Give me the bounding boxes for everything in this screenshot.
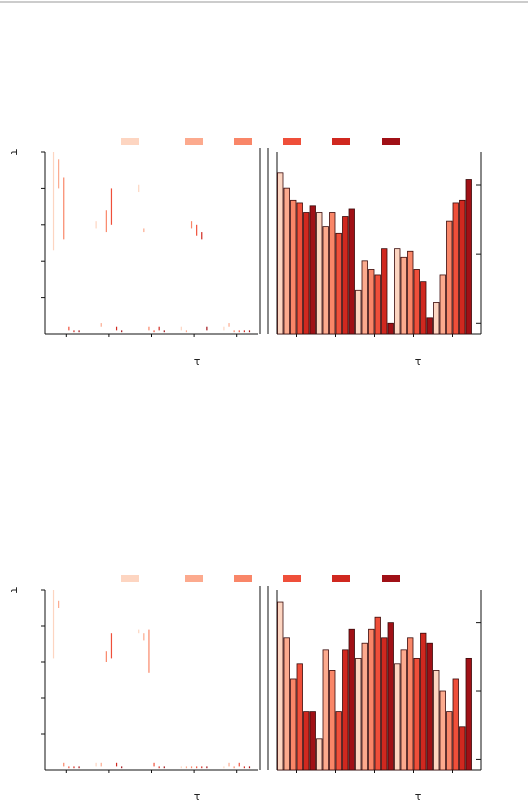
- bar: [283, 637, 290, 771]
- legend-swatch: [382, 138, 400, 145]
- legend-swatch: [121, 575, 139, 582]
- bar: [420, 632, 427, 771]
- bar: [439, 274, 446, 335]
- x-axis-label: τ: [415, 355, 422, 368]
- bar: [348, 208, 355, 335]
- bar: [355, 657, 362, 771]
- bar: [465, 657, 472, 771]
- bar: [407, 250, 414, 335]
- legend-swatch: [283, 575, 301, 582]
- bar: [387, 322, 394, 335]
- bar: [407, 637, 414, 771]
- bar: [361, 260, 368, 335]
- bar: [400, 649, 407, 771]
- bar: [368, 269, 375, 335]
- legend-swatch: [234, 138, 252, 145]
- bar: [290, 678, 297, 771]
- y-axis-label: τ: [8, 587, 21, 594]
- bar: [368, 628, 375, 771]
- bar: [413, 269, 420, 335]
- bar: [283, 187, 290, 335]
- bar: [394, 663, 401, 771]
- bar: [459, 199, 466, 335]
- bar: [296, 202, 303, 335]
- bar: [329, 212, 336, 335]
- bar: [381, 248, 388, 335]
- bar: [394, 248, 401, 335]
- bar: [342, 216, 349, 335]
- bar: [296, 663, 303, 771]
- bar: [426, 642, 433, 771]
- bar: [335, 232, 342, 335]
- bar: [459, 726, 466, 771]
- bar: [322, 226, 329, 335]
- bar: [322, 649, 329, 771]
- bar: [329, 670, 336, 771]
- bar: [316, 212, 323, 335]
- bar: [303, 212, 310, 335]
- bar: [465, 179, 472, 335]
- legend-swatch: [283, 138, 301, 145]
- legend-swatch: [185, 575, 203, 582]
- bar: [348, 628, 355, 771]
- legend-swatch: [121, 138, 139, 145]
- bar: [400, 256, 407, 335]
- bar: [433, 670, 440, 771]
- bar: [374, 616, 381, 771]
- bar: [309, 205, 316, 335]
- bar: [316, 738, 323, 771]
- legend-swatch: [382, 575, 400, 582]
- bar: [426, 317, 433, 335]
- bar: [433, 302, 440, 335]
- x-axis-label: τ: [194, 355, 201, 368]
- bar: [439, 690, 446, 771]
- bar: [452, 202, 459, 335]
- bar: [374, 274, 381, 335]
- bar: [413, 657, 420, 771]
- legend-swatch: [234, 575, 252, 582]
- bar: [277, 601, 284, 771]
- legend-swatch: [185, 138, 203, 145]
- bar: [342, 649, 349, 771]
- bar: [361, 642, 368, 771]
- x-axis-label: τ: [194, 790, 201, 800]
- bar: [290, 199, 297, 335]
- bar: [309, 711, 316, 771]
- legend-swatch: [332, 138, 350, 145]
- bar: [446, 711, 453, 771]
- bar: [381, 637, 388, 771]
- bar: [335, 711, 342, 771]
- legend-swatch: [332, 575, 350, 582]
- y-axis-label: τ: [8, 149, 21, 156]
- bar: [303, 711, 310, 771]
- bar: [420, 281, 427, 335]
- bar: [452, 678, 459, 771]
- bar: [387, 622, 394, 771]
- bar: [277, 172, 284, 335]
- x-axis-label: τ: [415, 790, 422, 800]
- bar: [355, 289, 362, 335]
- bar: [446, 220, 453, 335]
